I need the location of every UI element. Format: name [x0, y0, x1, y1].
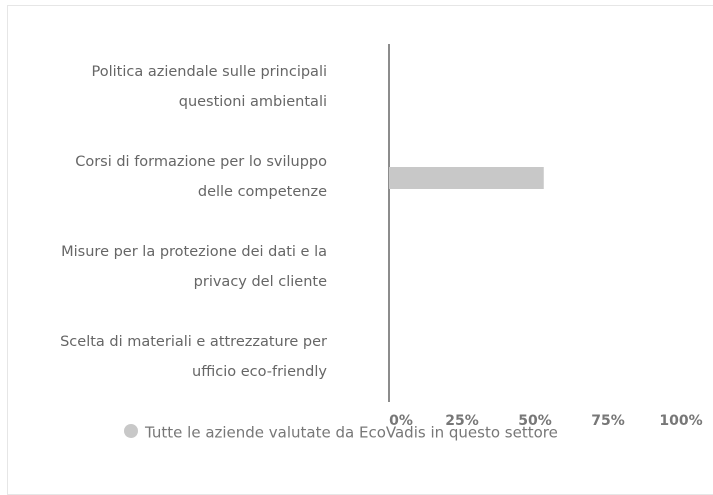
legend-label: Tutte le aziende valutate da EcoVadis in… [144, 424, 558, 442]
category-label: Politica aziendale sulle principali ques… [91, 64, 327, 110]
x-tick-label: 25% [445, 413, 479, 429]
category-label: Misure per la protezione dei dati e la p… [61, 244, 327, 290]
category-label: Scelta di materiali e attrezzature per u… [60, 334, 327, 380]
x-tick-label: 75% [591, 413, 625, 429]
page: 0% 25% 50% 75% 100% Tutte le aziende valutate… [7, 5, 713, 495]
legend-marker [124, 424, 138, 438]
x-tick-label: 100% [659, 413, 702, 429]
bar [389, 167, 544, 189]
chart: 0% 25% 50% 75% 100% Tutte le aziende valutate… [124, 44, 703, 442]
category-label: Corsi di formazione per lo sviluppo dell… [75, 154, 327, 200]
x-tick-label: 50% [518, 413, 552, 429]
x-tick-label: 0% [389, 413, 413, 429]
